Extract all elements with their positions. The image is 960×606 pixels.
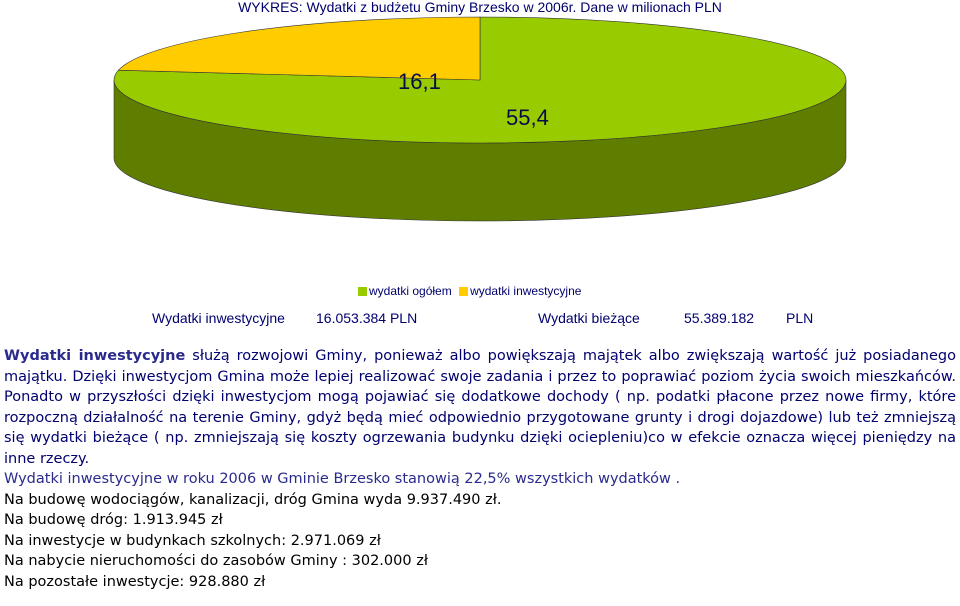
paragraph-investment: Wydatki inwestycyjne służą rozwojowi Gmi… (4, 346, 956, 469)
paragraph-line-4: dodatkowe dochody ( np. podatki płacone … (4, 389, 956, 426)
summary-investment-label: Wydatki inwestycyjne (152, 310, 285, 326)
fact-line: Na budowę wodociągów, kanalizacji, dróg … (4, 491, 502, 508)
paragraph-lead: Wydatki inwestycyjne (4, 348, 186, 364)
pie-chart: 16,1 55,4 (113, 16, 847, 222)
body-text: Wydatki inwestycyjne służą rozwojowi Gmi… (4, 346, 956, 593)
summary-current-unit: PLN (786, 310, 814, 326)
paragraph-line-1: służą rozwojowi Gminy, ponieważ albo pow… (185, 348, 765, 364)
legend-swatch-investment (459, 287, 469, 296)
summary-investment-value: 16.053.384 PLN (316, 310, 418, 326)
summary-current-label: Wydatki bieżące (538, 310, 640, 326)
legend-swatch-total (358, 287, 367, 296)
legend-item-investment: wydatki inwestycyjne (459, 284, 581, 298)
paragraph-line-3: poprawiać poziom życia swoich mieszkańcó… (4, 368, 956, 406)
paragraph-line-2: wartość już posiadanego majątku. Dzięki … (4, 348, 956, 385)
paragraph-line-5: będą mieć odpowiednio przygotowane grunt… (4, 409, 957, 447)
summary-current-value: 55.389.182 (684, 310, 755, 326)
fact-line: Na inwestycje w budynkach szkolnych: 2.9… (4, 532, 381, 549)
paragraph-line-6: zmniejszają się koszty ogrzewania budynk… (4, 430, 956, 467)
pie-slice-investment (117, 16, 481, 81)
legend-label-total: wydatki ogółem (369, 284, 452, 298)
fact-line: Na budowę dróg: 1.913.945 zł (4, 512, 223, 529)
highlight-line: Wydatki inwestycyjne w roku 2006 w Gmini… (4, 471, 681, 487)
paragraph-line-7: rzeczy. (39, 450, 90, 467)
facts-list: Wydatki inwestycyjne w roku 2006 w Gmini… (4, 469, 956, 593)
chart-legend: wydatki ogółem wydatki inwestycyjne (358, 284, 585, 298)
legend-item-total: wydatki ogółem (358, 284, 452, 298)
legend-label-investment: wydatki inwestycyjne (470, 284, 582, 298)
data-label-investment: 16,1 (398, 69, 441, 94)
fact-line: Na pozostałe inwestycje: 928.880 zł (4, 573, 266, 590)
fact-line: Na nabycie nieruchomości do zasobów Gmin… (4, 553, 428, 570)
chart-title: WYKRES: Wydatki z budżetu Gminy Brzesko … (238, 0, 722, 15)
data-label-total: 55,4 (506, 105, 549, 130)
